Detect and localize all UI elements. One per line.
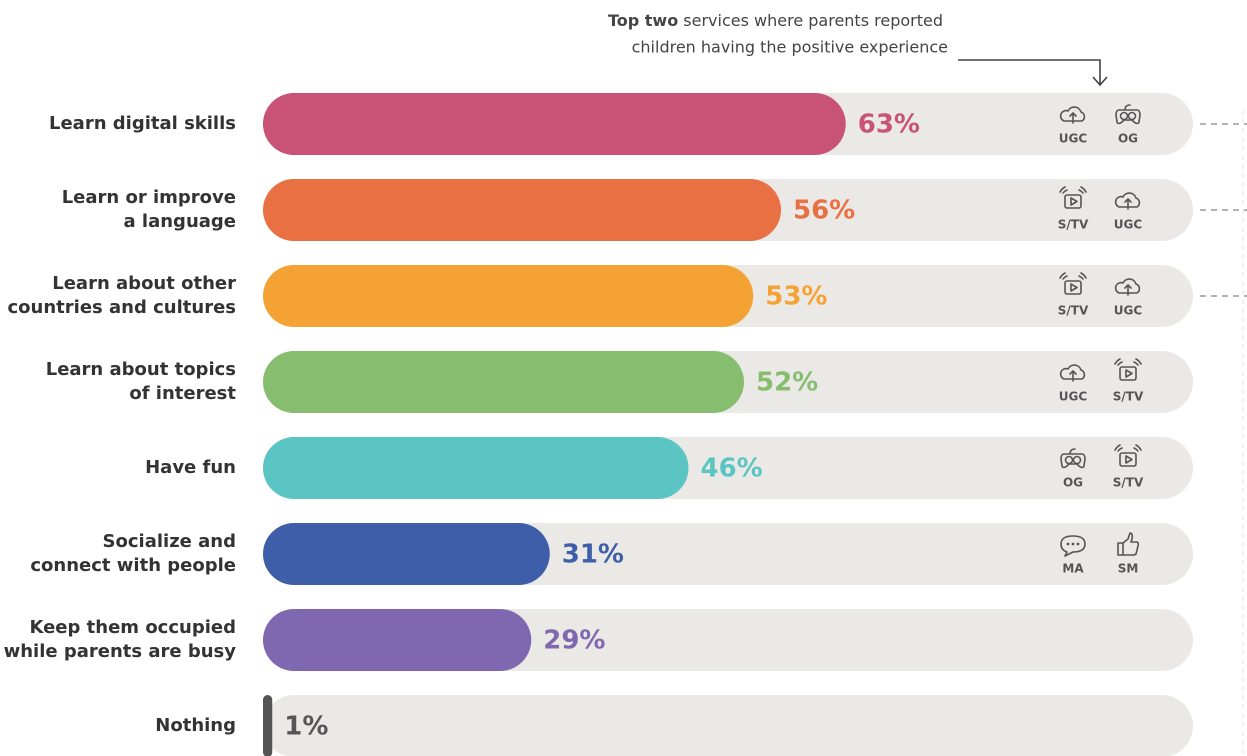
icon-shape	[1076, 542, 1080, 546]
bar	[263, 523, 550, 585]
value-label: 1%	[284, 712, 328, 742]
service-icon	[1114, 278, 1141, 296]
bar	[263, 93, 846, 155]
value-label: 56%	[793, 196, 855, 226]
bar	[263, 265, 754, 327]
icon-shape	[1064, 280, 1082, 295]
value-label: 31%	[562, 540, 624, 570]
connector-lines	[1200, 123, 1247, 297]
service-icon	[1059, 106, 1086, 124]
icon-shape	[1127, 111, 1137, 121]
service-label: S/TV	[1113, 476, 1144, 490]
icon-shape	[1119, 366, 1137, 381]
bar	[263, 437, 689, 499]
service-label: MA	[1062, 562, 1084, 576]
icon-shape	[1071, 542, 1075, 546]
annotation-bold: Top two	[608, 11, 678, 30]
value-label: 52%	[756, 368, 818, 398]
service-label: S/TV	[1058, 304, 1089, 318]
bar	[263, 609, 532, 671]
service-label: UGC	[1114, 218, 1143, 232]
service-icon	[1114, 358, 1142, 381]
annotation: Top two services where parents reported	[608, 11, 943, 30]
icon-shape	[1114, 444, 1142, 464]
bar-track	[263, 695, 1193, 756]
service-icon	[1059, 272, 1087, 295]
service-label: OG	[1063, 476, 1083, 490]
service-label: UGC	[1059, 132, 1088, 146]
category-label: Learn or improve a language	[61, 187, 236, 232]
category-label: Learn about other countries and cultures	[7, 273, 237, 318]
icon-shape	[1059, 272, 1087, 292]
service-icon	[1060, 448, 1086, 469]
value-label: 29%	[543, 626, 605, 656]
bar	[263, 351, 744, 413]
service-icon	[1117, 532, 1140, 556]
service-icon	[1060, 535, 1086, 557]
annotation-text: children having the positive experience	[632, 38, 948, 57]
service-label: SM	[1118, 562, 1139, 576]
icon-shape	[1059, 364, 1086, 382]
icon-shape	[1114, 278, 1141, 296]
icon-shape	[1060, 535, 1086, 557]
service-label: OG	[1118, 132, 1138, 146]
icon-shape	[1119, 452, 1137, 467]
annotation-text: services where parents reported	[683, 11, 943, 30]
category-label: Have fun	[145, 457, 236, 478]
annotation-arrow	[958, 59, 1108, 87]
value-label: 63%	[858, 110, 920, 140]
icon-shape	[1119, 111, 1129, 121]
bar	[263, 179, 781, 241]
service-label: S/TV	[1113, 390, 1144, 404]
service-label: S/TV	[1058, 218, 1089, 232]
icon-shape	[1114, 192, 1141, 210]
icon-shape	[1066, 542, 1070, 546]
icon-shape	[1064, 194, 1082, 209]
icon-shape	[1114, 358, 1142, 378]
category-label: Learn about topics of interest	[45, 359, 236, 404]
icon-shape	[1059, 106, 1086, 124]
bar	[263, 695, 273, 756]
icon-shape	[1072, 455, 1082, 465]
icon-shape	[1117, 532, 1140, 556]
service-label: UGC	[1059, 390, 1088, 404]
icon-shape	[1064, 455, 1074, 465]
category-label: Learn digital skills	[49, 113, 236, 134]
category-label: Nothing	[155, 715, 236, 736]
value-label: 46%	[701, 454, 763, 484]
icon-shape	[1059, 186, 1087, 206]
category-label: Keep them occupied while parents are bus…	[3, 617, 236, 662]
service-icon	[1059, 186, 1087, 209]
category-label: Socialize and connect with people	[30, 531, 236, 576]
service-icon	[1059, 364, 1086, 382]
service-label: UGC	[1114, 304, 1143, 318]
service-icon	[1115, 104, 1141, 125]
service-icon	[1114, 192, 1141, 210]
value-label: 53%	[765, 282, 827, 312]
service-icon	[1114, 444, 1142, 467]
